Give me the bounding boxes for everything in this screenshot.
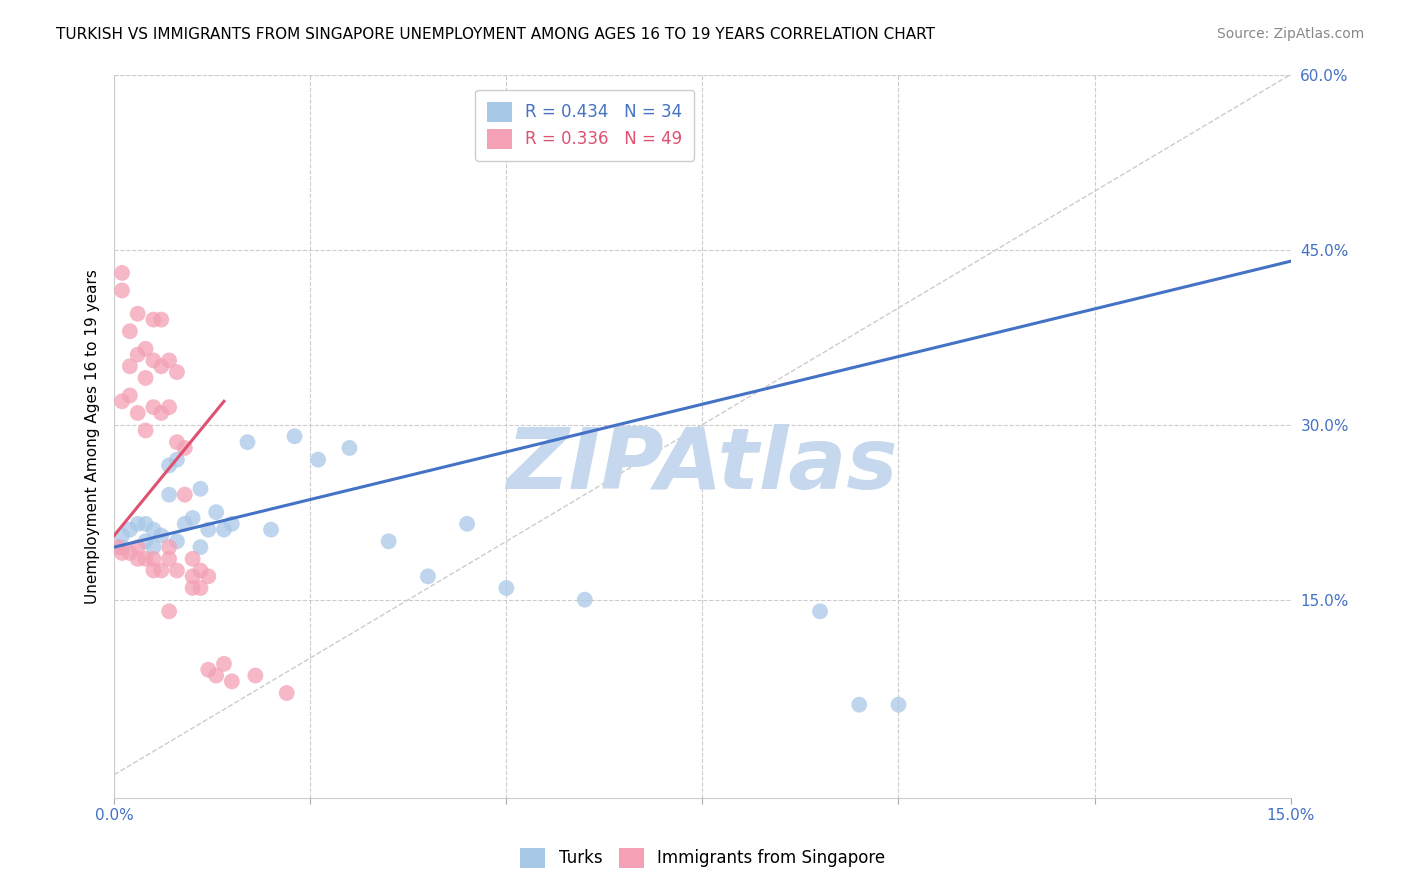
- Point: [181, 569, 204, 583]
- Point: [111, 528, 134, 542]
- Point: [118, 388, 141, 402]
- Point: [135, 516, 157, 531]
- Point: [142, 551, 165, 566]
- Point: [157, 551, 180, 566]
- Point: [118, 523, 141, 537]
- Text: ZIPAtlas: ZIPAtlas: [506, 424, 898, 507]
- Point: [197, 523, 219, 537]
- Point: [118, 324, 141, 338]
- Point: [127, 516, 149, 531]
- Point: [166, 452, 188, 467]
- Point: [221, 674, 243, 689]
- Point: [808, 604, 831, 618]
- Point: [107, 540, 129, 554]
- Point: [135, 551, 157, 566]
- Point: [150, 312, 173, 326]
- Point: [135, 424, 157, 438]
- Text: TURKISH VS IMMIGRANTS FROM SINGAPORE UNEMPLOYMENT AMONG AGES 16 TO 19 YEARS CORR: TURKISH VS IMMIGRANTS FROM SINGAPORE UNE…: [56, 27, 935, 42]
- Point: [848, 698, 870, 712]
- Text: Source: ZipAtlas.com: Source: ZipAtlas.com: [1216, 27, 1364, 41]
- Point: [212, 523, 235, 537]
- Point: [190, 482, 212, 496]
- Point: [245, 668, 267, 682]
- Point: [142, 540, 165, 554]
- Point: [166, 435, 188, 450]
- Point: [197, 569, 219, 583]
- Point: [150, 528, 173, 542]
- Point: [157, 540, 180, 554]
- Point: [127, 307, 149, 321]
- Point: [135, 534, 157, 549]
- Point: [111, 266, 134, 280]
- Point: [135, 371, 157, 385]
- Point: [212, 657, 235, 671]
- Point: [127, 406, 149, 420]
- Legend: Turks, Immigrants from Singapore: Turks, Immigrants from Singapore: [513, 841, 893, 875]
- Point: [150, 564, 173, 578]
- Point: [142, 312, 165, 326]
- Point: [197, 663, 219, 677]
- Point: [181, 511, 204, 525]
- Point: [190, 564, 212, 578]
- Point: [307, 452, 329, 467]
- Point: [166, 534, 188, 549]
- Point: [118, 359, 141, 374]
- Point: [157, 400, 180, 414]
- Legend: R = 0.434   N = 34, R = 0.336   N = 49: R = 0.434 N = 34, R = 0.336 N = 49: [475, 90, 695, 161]
- Point: [205, 505, 228, 519]
- Point: [142, 400, 165, 414]
- Point: [127, 551, 149, 566]
- Point: [339, 441, 361, 455]
- Point: [111, 540, 134, 554]
- Point: [173, 441, 195, 455]
- Point: [157, 604, 180, 618]
- Point: [150, 359, 173, 374]
- Point: [157, 458, 180, 473]
- Point: [574, 592, 596, 607]
- Point: [142, 523, 165, 537]
- Point: [190, 540, 212, 554]
- Point: [142, 353, 165, 368]
- Point: [173, 516, 195, 531]
- Point: [166, 564, 188, 578]
- Point: [111, 394, 134, 409]
- Point: [284, 429, 307, 443]
- Point: [181, 551, 204, 566]
- Point: [111, 546, 134, 560]
- Point: [221, 516, 243, 531]
- Y-axis label: Unemployment Among Ages 16 to 19 years: Unemployment Among Ages 16 to 19 years: [86, 268, 100, 604]
- Point: [157, 353, 180, 368]
- Point: [887, 698, 910, 712]
- Point: [127, 540, 149, 554]
- Point: [150, 406, 173, 420]
- Point: [377, 534, 399, 549]
- Point: [181, 581, 204, 595]
- Point: [142, 564, 165, 578]
- Point: [157, 488, 180, 502]
- Point: [173, 488, 195, 502]
- Point: [416, 569, 439, 583]
- Point: [127, 348, 149, 362]
- Point: [111, 284, 134, 298]
- Point: [135, 342, 157, 356]
- Point: [260, 523, 283, 537]
- Point: [495, 581, 517, 595]
- Point: [205, 668, 228, 682]
- Point: [236, 435, 259, 450]
- Point: [166, 365, 188, 379]
- Point: [276, 686, 298, 700]
- Point: [190, 581, 212, 595]
- Point: [118, 546, 141, 560]
- Point: [456, 516, 478, 531]
